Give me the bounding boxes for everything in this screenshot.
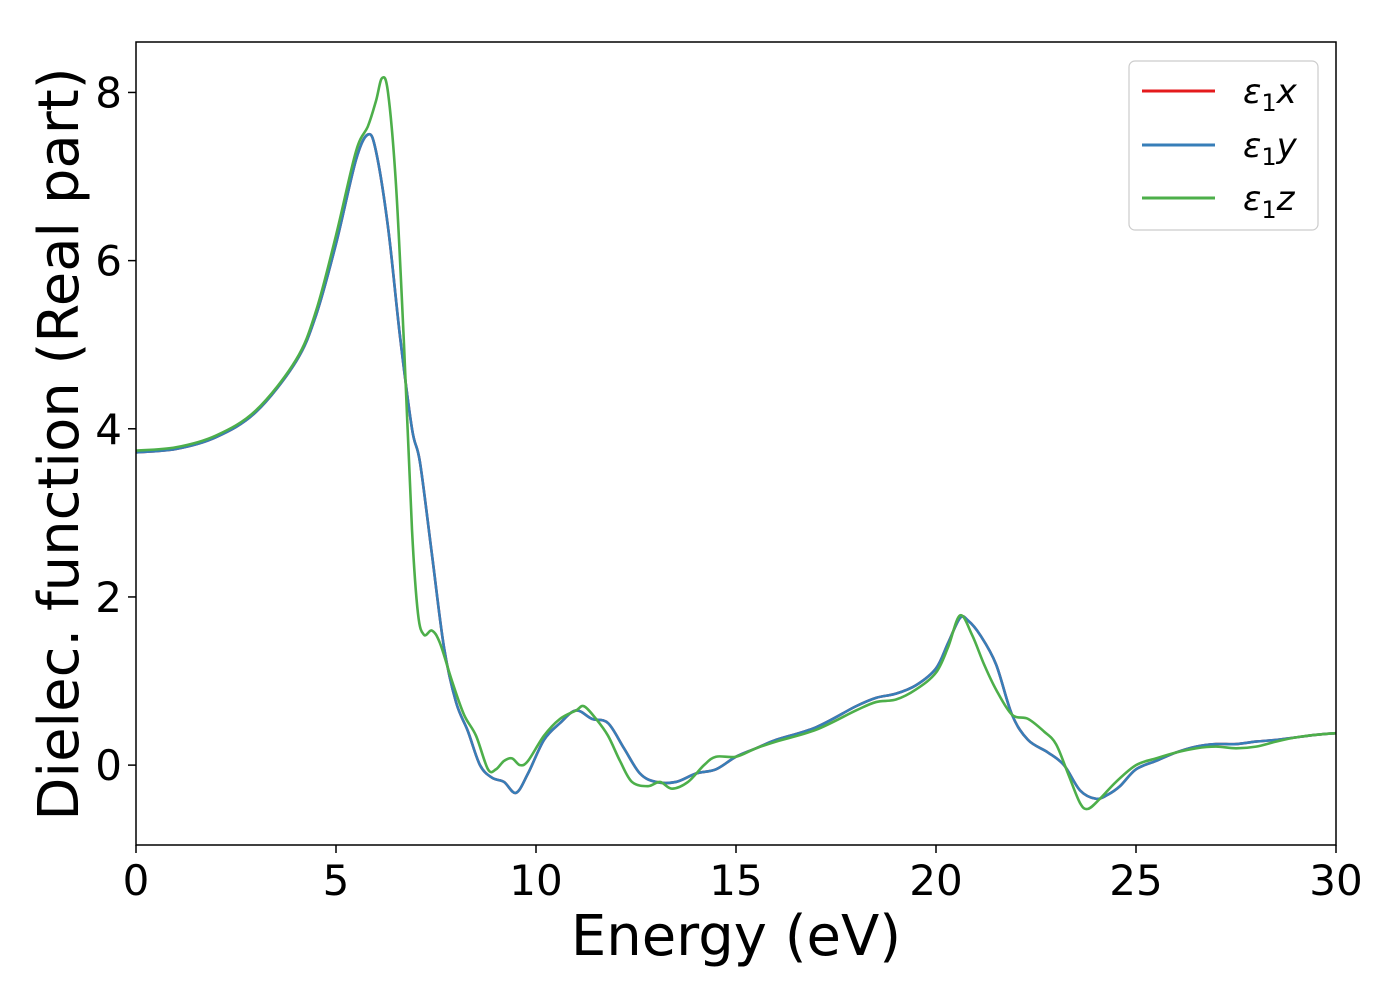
- x-axis-ticks: 0 5 10 15 20 25 30: [123, 845, 1363, 905]
- x-tick-label: 5: [323, 856, 350, 905]
- x-tick-label: 25: [1109, 856, 1162, 905]
- y-tick-label: 4: [95, 405, 122, 454]
- legend-box: [1128, 60, 1319, 231]
- x-tick-label: 30: [1309, 856, 1362, 905]
- legend-label: ε1y: [1243, 126, 1298, 171]
- y-tick-label: 2: [95, 573, 122, 622]
- plot-frame: [135, 41, 1337, 846]
- series-line-1: [136, 132, 1336, 801]
- legend-label: ε1x: [1243, 72, 1298, 117]
- series-layer: [136, 76, 1336, 811]
- series-line-2: [136, 76, 1336, 811]
- x-tick-label: 20: [909, 856, 962, 905]
- x-tick-label: 10: [509, 856, 562, 905]
- y-tick-label: 6: [95, 237, 122, 286]
- y-tick-label: 0: [95, 741, 122, 790]
- y-tick-label: 8: [95, 68, 122, 117]
- x-axis-label: Energy (eV): [571, 904, 901, 969]
- y-axis-ticks: 0 2 4 6 8: [95, 68, 136, 790]
- y-axis-label: Dielec. function (Real part): [27, 67, 92, 820]
- x-tick-label: 0: [123, 856, 150, 905]
- x-tick-label: 15: [709, 856, 762, 905]
- legend-entries: ε1x ε1y ε1z: [1142, 72, 1298, 224]
- legend: ε1x ε1y ε1z: [1128, 60, 1319, 231]
- legend-label: ε1z: [1243, 179, 1296, 224]
